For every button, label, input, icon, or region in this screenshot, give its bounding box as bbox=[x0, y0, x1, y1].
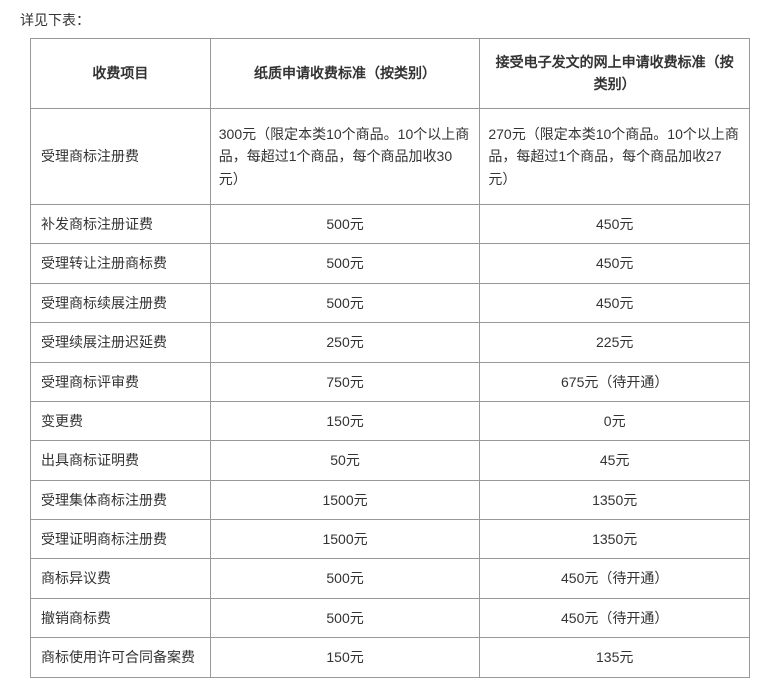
table-row: 受理商标续展注册费500元450元 bbox=[31, 283, 750, 322]
table-row: 商标异议费500元450元（待开通） bbox=[31, 559, 750, 598]
cell-online: 135元 bbox=[480, 638, 750, 677]
cell-item: 商标使用许可合同备案费 bbox=[31, 638, 211, 677]
cell-paper: 1500元 bbox=[210, 480, 480, 519]
cell-online: 1350元 bbox=[480, 520, 750, 559]
table-row: 受理商标注册费300元（限定本类10个商品。10个以上商品，每超过1个商品，每个… bbox=[31, 108, 750, 204]
table-row: 出具商标证明费50元45元 bbox=[31, 441, 750, 480]
cell-paper: 300元（限定本类10个商品。10个以上商品，每超过1个商品，每个商品加收30元… bbox=[210, 108, 480, 204]
cell-online: 270元（限定本类10个商品。10个以上商品，每超过1个商品，每个商品加收27元… bbox=[480, 108, 750, 204]
cell-item: 受理商标注册费 bbox=[31, 108, 211, 204]
table-row: 商标使用许可合同备案费150元135元 bbox=[31, 638, 750, 677]
cell-paper: 1500元 bbox=[210, 520, 480, 559]
cell-item: 受理续展注册迟延费 bbox=[31, 323, 211, 362]
cell-paper: 500元 bbox=[210, 204, 480, 243]
table-row: 受理转让注册商标费500元450元 bbox=[31, 244, 750, 283]
cell-online: 450元 bbox=[480, 244, 750, 283]
cell-online: 450元 bbox=[480, 283, 750, 322]
cell-online: 450元（待开通） bbox=[480, 598, 750, 637]
cell-item: 撤销商标费 bbox=[31, 598, 211, 637]
cell-paper: 500元 bbox=[210, 283, 480, 322]
table-row: 撤销商标费500元450元（待开通） bbox=[31, 598, 750, 637]
table-caption: 详见下表： bbox=[20, 10, 751, 30]
table-row: 补发商标注册证费500元450元 bbox=[31, 204, 750, 243]
cell-paper: 50元 bbox=[210, 441, 480, 480]
table-row: 受理商标评审费750元675元（待开通） bbox=[31, 362, 750, 401]
cell-item: 受理转让注册商标费 bbox=[31, 244, 211, 283]
cell-item: 变更费 bbox=[31, 401, 211, 440]
cell-online: 45元 bbox=[480, 441, 750, 480]
header-row: 收费项目 纸质申请收费标准（按类别） 接受电子发文的网上申请收费标准（按类别） bbox=[31, 39, 750, 109]
table-body: 受理商标注册费300元（限定本类10个商品。10个以上商品，每超过1个商品，每个… bbox=[31, 108, 750, 677]
table-head: 收费项目 纸质申请收费标准（按类别） 接受电子发文的网上申请收费标准（按类别） bbox=[31, 39, 750, 109]
cell-item: 补发商标注册证费 bbox=[31, 204, 211, 243]
fee-table: 收费项目 纸质申请收费标准（按类别） 接受电子发文的网上申请收费标准（按类别） … bbox=[30, 38, 750, 678]
header-item: 收费项目 bbox=[31, 39, 211, 109]
cell-item: 受理商标续展注册费 bbox=[31, 283, 211, 322]
cell-paper: 150元 bbox=[210, 401, 480, 440]
cell-paper: 500元 bbox=[210, 598, 480, 637]
table-row: 受理续展注册迟延费250元225元 bbox=[31, 323, 750, 362]
cell-paper: 500元 bbox=[210, 559, 480, 598]
cell-online: 450元（待开通） bbox=[480, 559, 750, 598]
cell-item: 商标异议费 bbox=[31, 559, 211, 598]
cell-paper: 750元 bbox=[210, 362, 480, 401]
table-row: 受理证明商标注册费1500元1350元 bbox=[31, 520, 750, 559]
cell-online: 0元 bbox=[480, 401, 750, 440]
cell-online: 1350元 bbox=[480, 480, 750, 519]
cell-item: 出具商标证明费 bbox=[31, 441, 211, 480]
header-online: 接受电子发文的网上申请收费标准（按类别） bbox=[480, 39, 750, 109]
cell-online: 675元（待开通） bbox=[480, 362, 750, 401]
cell-online: 225元 bbox=[480, 323, 750, 362]
table-row: 变更费150元0元 bbox=[31, 401, 750, 440]
cell-item: 受理集体商标注册费 bbox=[31, 480, 211, 519]
table-row: 受理集体商标注册费1500元1350元 bbox=[31, 480, 750, 519]
cell-paper: 250元 bbox=[210, 323, 480, 362]
cell-paper: 150元 bbox=[210, 638, 480, 677]
header-paper: 纸质申请收费标准（按类别） bbox=[210, 39, 480, 109]
cell-item: 受理商标评审费 bbox=[31, 362, 211, 401]
cell-paper: 500元 bbox=[210, 244, 480, 283]
cell-item: 受理证明商标注册费 bbox=[31, 520, 211, 559]
cell-online: 450元 bbox=[480, 204, 750, 243]
